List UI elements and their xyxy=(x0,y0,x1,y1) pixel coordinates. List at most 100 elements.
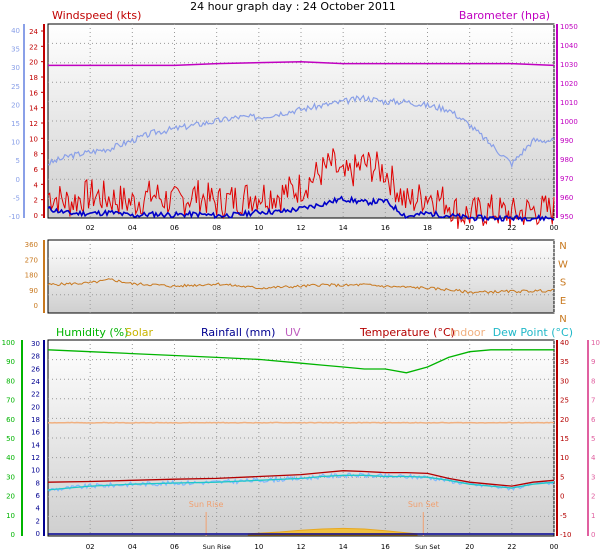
right-tick-label: 1050 xyxy=(560,23,578,31)
rainfall-tick-label: 28 xyxy=(31,353,40,361)
left-tick-label: 90 xyxy=(29,287,38,295)
uv-tick-label: 5 xyxy=(591,435,595,443)
left-outer-tick-label: 15 xyxy=(11,120,20,128)
dewpoint-line xyxy=(47,474,555,491)
rainfall-tick-label: 14 xyxy=(31,441,40,449)
rainfall-tick-label: 10 xyxy=(31,467,40,475)
left-tick-label: 10 xyxy=(29,135,38,143)
rainfall-tick-label: 20 xyxy=(31,403,40,411)
x-tick-label: 14 xyxy=(339,224,348,232)
gust-line xyxy=(47,195,555,223)
wind-panel: Windspeed (kts) Barometer (hpa) 40353025… xyxy=(9,9,578,232)
temperature-tick-label: 30 xyxy=(560,377,569,385)
x-tick-label: 16 xyxy=(381,543,390,551)
x-tick-label: 06 xyxy=(170,224,179,232)
uv-tick-label: 1 xyxy=(591,512,595,520)
left-tick-label: 12 xyxy=(29,120,38,128)
right-tick-label: 1010 xyxy=(560,99,578,107)
x-tick-label: 08 xyxy=(212,224,221,232)
compass-label: E xyxy=(560,296,566,307)
humidity-tick-label: 40 xyxy=(6,454,15,462)
x-tick-label: 14 xyxy=(339,543,348,551)
x-tick-label: 06 xyxy=(170,543,179,551)
rainfall-tick-label: 4 xyxy=(36,505,41,513)
left-tick-label: 270 xyxy=(25,256,38,264)
rainfall-tick-label: 26 xyxy=(31,365,40,373)
x-tick-label: 12 xyxy=(297,543,306,551)
temperature-tick-label: 15 xyxy=(560,435,569,443)
left-tick-label: 18 xyxy=(29,74,38,82)
temperature-tick-label: 25 xyxy=(560,397,569,405)
x-tick-label: 10 xyxy=(254,543,263,551)
left-outer-tick-label: 10 xyxy=(11,139,20,147)
uv-tick-label: 0 xyxy=(591,531,595,539)
temperature-tick-label: 10 xyxy=(560,454,569,462)
humidity-tick-label: 50 xyxy=(6,435,15,443)
left-tick-label: 2 xyxy=(34,197,38,205)
x-tick-label: 10 xyxy=(254,224,263,232)
left-tick-label: 180 xyxy=(25,272,38,280)
rainfall-tick-label: 18 xyxy=(31,416,40,424)
thermo-panel: Sun Rise Sun Set Humidity (%) Solar Rainf… xyxy=(2,326,600,551)
x-tick-label: 18 xyxy=(423,224,432,232)
indoor-label: Indoor xyxy=(450,326,486,339)
x-tick-label: Sun Rise xyxy=(203,543,231,551)
rainfall-tick-label: 16 xyxy=(31,429,40,437)
left-outer-tick-label: -5 xyxy=(13,194,20,202)
right-tick-label: 1000 xyxy=(560,118,578,126)
windspeed-line xyxy=(47,148,555,229)
temperature-tick-label: 0 xyxy=(560,493,564,501)
compass-label: S xyxy=(560,278,566,289)
rainfall-label: Rainfall (mm) xyxy=(201,326,275,339)
temperature-tick-label: 35 xyxy=(560,358,569,366)
sun-rise-marker-label: Sun Rise xyxy=(189,500,224,509)
rainfall-tick-label: 6 xyxy=(36,492,41,500)
temperature-label: Temperature (°C) xyxy=(359,326,455,339)
right-tick-label: 950 xyxy=(560,213,573,221)
left-tick-label: 0 xyxy=(34,302,38,310)
humidity-tick-label: 20 xyxy=(6,493,15,501)
humidity-tick-label: 10 xyxy=(6,512,15,520)
chart-title: 24 hour graph day : 24 October 2011 xyxy=(190,0,396,13)
left-tick-label: 20 xyxy=(29,59,38,67)
left-tick-label: 0 xyxy=(34,212,38,220)
uv-label: UV xyxy=(285,326,301,339)
indoor-line xyxy=(48,421,555,424)
humidity-label: Humidity (%) xyxy=(56,326,128,339)
temperature-tick-label: 5 xyxy=(560,473,564,481)
humidity-tick-label: 70 xyxy=(6,397,15,405)
uv-tick-label: 3 xyxy=(591,473,595,481)
temperature-tick-label: -5 xyxy=(560,512,567,520)
humidity-tick-label: 0 xyxy=(11,531,15,539)
right-tick-label: 1030 xyxy=(560,61,578,69)
uv-tick-label: 7 xyxy=(591,397,595,405)
right-tick-label: 960 xyxy=(560,194,573,202)
barometer-line xyxy=(48,60,555,67)
rainfall-tick-label: 2 xyxy=(36,517,40,525)
temperature-tick-label: 20 xyxy=(560,416,569,424)
dewpoint-label: Dew Point (°C) xyxy=(493,326,573,339)
rainfall-tick-label: 30 xyxy=(31,340,40,348)
humidity-line xyxy=(47,349,554,374)
compass-label: N xyxy=(559,241,566,252)
left-tick-label: 4 xyxy=(34,181,39,189)
humidity-tick-label: 60 xyxy=(6,416,15,424)
wind-direction-line xyxy=(47,278,555,295)
x-tick-label: Sun Set xyxy=(415,543,441,551)
left-tick-label: 14 xyxy=(29,105,38,113)
x-tick-label: 12 xyxy=(297,224,306,232)
left-outer-tick-label: 35 xyxy=(11,46,20,54)
outer-line xyxy=(47,94,555,169)
right-tick-label: 990 xyxy=(560,137,573,145)
left-tick-label: 360 xyxy=(25,241,38,249)
rainfall-tick-label: 8 xyxy=(36,479,40,487)
x-tick-label: 16 xyxy=(381,224,390,232)
x-tick-label: 00 xyxy=(550,543,559,551)
right-tick-label: 1040 xyxy=(560,42,578,50)
left-tick-label: 6 xyxy=(34,166,39,174)
left-outer-tick-label: -10 xyxy=(9,213,20,221)
left-outer-tick-label: 20 xyxy=(11,101,20,109)
right-tick-label: 1020 xyxy=(560,80,578,88)
